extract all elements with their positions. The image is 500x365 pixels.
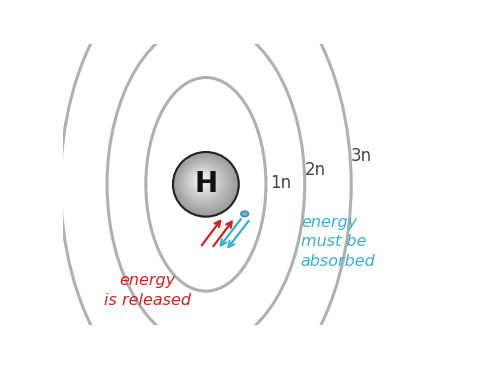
Ellipse shape <box>197 176 207 185</box>
Ellipse shape <box>189 168 217 196</box>
Ellipse shape <box>175 154 236 214</box>
Ellipse shape <box>185 164 223 201</box>
Ellipse shape <box>177 156 233 211</box>
Text: H: H <box>194 170 218 198</box>
Ellipse shape <box>174 153 237 215</box>
Ellipse shape <box>187 166 220 199</box>
Ellipse shape <box>178 158 232 210</box>
Ellipse shape <box>176 155 235 213</box>
Ellipse shape <box>183 162 226 204</box>
Text: 3n: 3n <box>351 147 372 165</box>
Text: 2n: 2n <box>304 161 326 179</box>
Ellipse shape <box>184 162 224 203</box>
Ellipse shape <box>184 163 224 202</box>
Ellipse shape <box>173 152 239 217</box>
Ellipse shape <box>190 170 216 194</box>
Ellipse shape <box>174 153 238 216</box>
Ellipse shape <box>178 157 232 210</box>
Ellipse shape <box>186 165 222 200</box>
Ellipse shape <box>176 155 234 212</box>
Ellipse shape <box>192 170 214 193</box>
Ellipse shape <box>194 172 212 190</box>
Ellipse shape <box>200 179 203 182</box>
Ellipse shape <box>194 173 210 189</box>
Ellipse shape <box>180 159 230 208</box>
Ellipse shape <box>199 178 204 183</box>
Ellipse shape <box>192 172 212 191</box>
Ellipse shape <box>198 177 206 185</box>
Circle shape <box>241 211 248 217</box>
Ellipse shape <box>198 177 205 184</box>
Ellipse shape <box>196 174 208 187</box>
Ellipse shape <box>180 158 230 208</box>
Ellipse shape <box>190 169 216 195</box>
Text: energy
must be
absorbed: energy must be absorbed <box>301 215 376 269</box>
Ellipse shape <box>186 165 221 199</box>
Ellipse shape <box>182 161 226 205</box>
Ellipse shape <box>182 161 228 206</box>
Text: energy
is released: energy is released <box>104 273 191 308</box>
Ellipse shape <box>188 167 219 197</box>
Ellipse shape <box>196 175 208 187</box>
Text: 1n: 1n <box>270 174 291 192</box>
Ellipse shape <box>188 168 218 196</box>
Ellipse shape <box>192 171 214 192</box>
Ellipse shape <box>195 174 210 188</box>
Ellipse shape <box>180 160 228 207</box>
Ellipse shape <box>200 180 202 181</box>
